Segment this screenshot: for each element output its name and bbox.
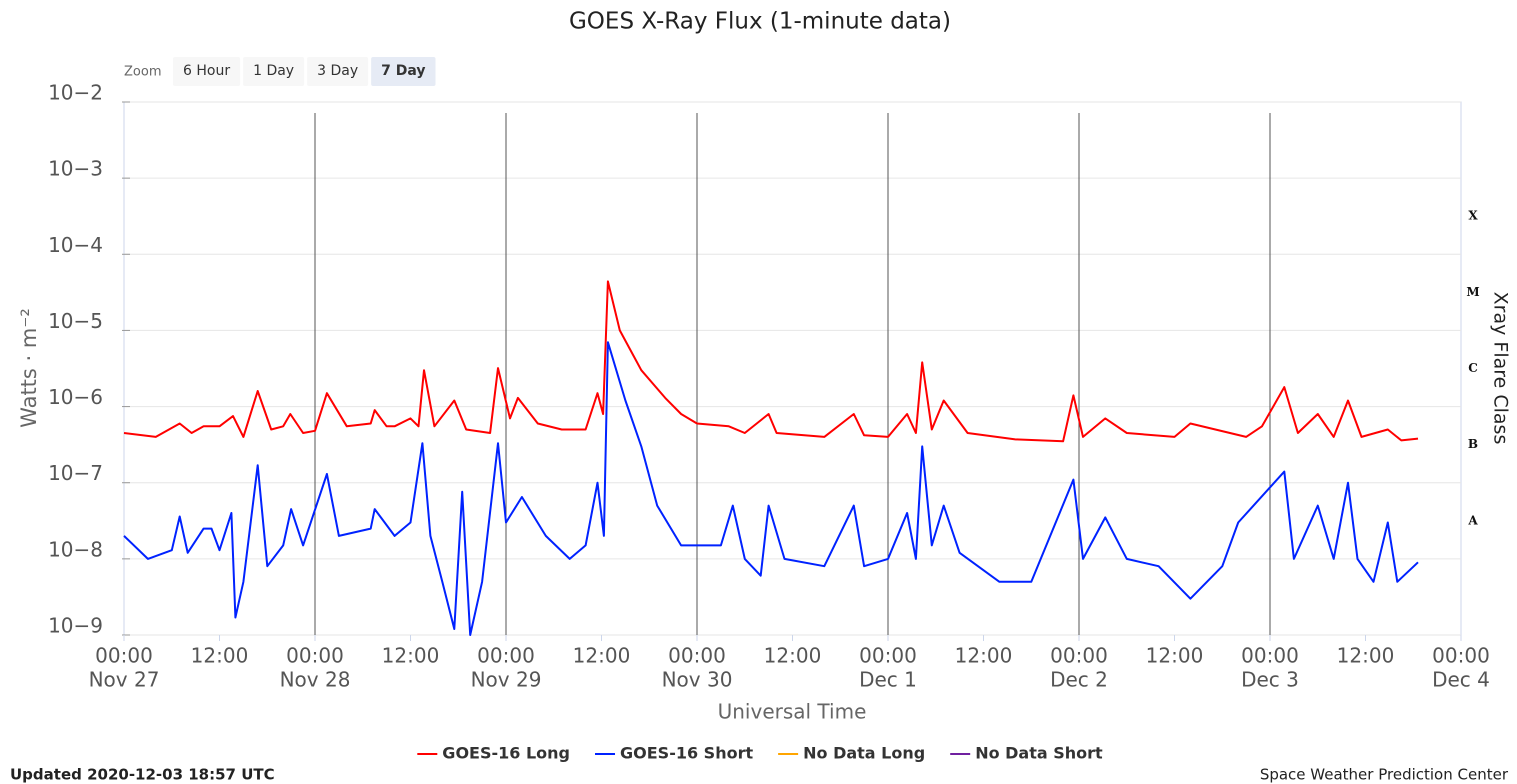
legend-label: No Data Long	[803, 744, 925, 763]
y-tick-label: 10−3	[48, 157, 103, 181]
x-tick-date: Nov 29	[471, 668, 542, 692]
series-line	[123, 280, 1419, 443]
credit-text: Space Weather Prediction Center	[1260, 766, 1509, 784]
y-axis-title: Watts · m⁻²	[17, 308, 41, 428]
x-tick-label: 00:00	[477, 644, 535, 668]
x-tick-label: 00:00	[1432, 644, 1490, 668]
x-tick-label: 00:00	[286, 644, 344, 668]
zoom-button[interactable]: 6 Hour	[173, 57, 241, 86]
x-tick-label: 12:00	[764, 644, 822, 668]
chart-title: GOES X-Ray Flux (1-minute data)	[569, 9, 951, 35]
x-tick-label: 12:00	[1146, 644, 1204, 668]
x-axis-title: Universal Time	[718, 700, 867, 724]
x-tick-label: 12:00	[573, 644, 631, 668]
x-tick-label: 00:00	[1241, 644, 1299, 668]
y-tick-label: 10−8	[48, 537, 103, 561]
x-tick-label: 00:00	[1050, 644, 1108, 668]
x-tick-date: Dec 1	[859, 668, 917, 692]
legend-item[interactable]: GOES-16 Short	[595, 744, 753, 763]
x-tick-date: Nov 30	[662, 668, 733, 692]
x-tick-date: Nov 28	[280, 668, 351, 692]
y-tick-label: 10−4	[48, 233, 103, 257]
x-tick-label: 00:00	[95, 644, 153, 668]
x-tick-date: Dec 2	[1050, 668, 1108, 692]
y-tick-label: 10−9	[48, 614, 103, 638]
x-tick-label: 00:00	[668, 644, 726, 668]
zoom-button-bg	[173, 57, 241, 86]
zoom-button-label: 7 Day	[381, 63, 425, 79]
zoom-button[interactable]: 1 Day	[243, 57, 305, 86]
x-tick-date: Nov 27	[89, 668, 160, 692]
flare-class-label: X	[1468, 209, 1478, 223]
x-tick-label: 12:00	[191, 644, 249, 668]
flare-class-label: A	[1467, 513, 1478, 527]
legend-item[interactable]: GOES-16 Long	[417, 744, 570, 763]
flare-class-label: C	[1468, 361, 1478, 375]
zoom-button[interactable]: 7 Day	[371, 57, 436, 86]
plot-border	[123, 101, 1462, 636]
x-tick-date: Dec 3	[1241, 668, 1299, 692]
zoom-button-bg	[307, 57, 369, 86]
y-tick-label: 10−2	[48, 81, 103, 105]
x-tick-date: Dec 4	[1432, 668, 1490, 692]
zoom-button-bg	[243, 57, 305, 86]
legend-item[interactable]: No Data Long	[778, 744, 925, 763]
y2-axis-title: Xray Flare Class	[1490, 292, 1512, 445]
y-tick-label: 10−7	[48, 461, 103, 485]
y-tick-label: 10−5	[48, 309, 103, 333]
zoom-button-label: 6 Hour	[183, 63, 230, 79]
zoom-button-label: 3 Day	[317, 63, 358, 79]
legend-label: GOES-16 Short	[620, 744, 753, 763]
x-tick-label: 00:00	[859, 644, 917, 668]
updated-text: Updated 2020-12-03 18:57 UTC	[10, 766, 275, 784]
legend-label: No Data Short	[975, 744, 1103, 763]
zoom-label: Zoom	[124, 65, 161, 80]
legend-item[interactable]: No Data Short	[950, 744, 1103, 763]
x-tick-label: 12:00	[1337, 644, 1395, 668]
zoom-button-bg	[371, 57, 436, 86]
y-tick-label: 10−6	[48, 385, 103, 409]
x-tick-label: 12:00	[382, 644, 440, 668]
x-tick-label: 12:00	[955, 644, 1013, 668]
zoom-button[interactable]: 3 Day	[307, 57, 369, 86]
series-line	[123, 341, 1419, 636]
flare-class-label: M	[1466, 285, 1479, 299]
zoom-button-label: 1 Day	[253, 63, 294, 79]
flare-class-label: B	[1468, 437, 1478, 451]
legend-label: GOES-16 Long	[442, 744, 570, 763]
